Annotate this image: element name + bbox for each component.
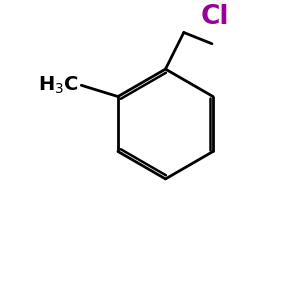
Text: H$_3$C: H$_3$C bbox=[38, 75, 79, 96]
Text: Cl: Cl bbox=[200, 4, 229, 30]
